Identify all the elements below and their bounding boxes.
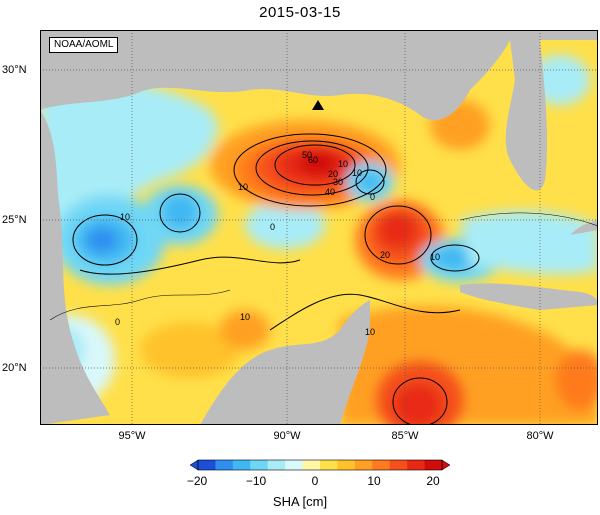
colorbar-swatch (302, 460, 321, 470)
colorbar-high-arrow (441, 459, 451, 471)
colorbar-frame (197, 459, 443, 471)
contour-label: 20 (328, 169, 338, 179)
colorbar-tick: −10 (245, 474, 267, 488)
contour-label: 40 (325, 187, 335, 197)
colorbar-svg (189, 459, 451, 471)
lon-label-95w: 95°W (118, 430, 146, 442)
contour-label: 50 (302, 150, 312, 160)
colorbar-title: SHA [cm] (272, 494, 328, 509)
contour-label: 10 (120, 212, 130, 222)
lon-label-90w: 90°W (273, 430, 301, 442)
colorbar-swatch (198, 460, 216, 470)
colorbar-swatch (407, 460, 426, 470)
thin-contours (49, 212, 598, 321)
triangle-marker (312, 100, 324, 110)
contour-label: 60 (308, 155, 318, 165)
contour-label: 20 (380, 250, 390, 260)
lat-label-25n: 25°N (2, 214, 27, 226)
sha-map: 60 50 40 30 20 10 0 10 10 10 10 20 10 0 … (40, 30, 598, 425)
land (40, 30, 598, 425)
contours (72, 133, 480, 425)
credit-label: NOAA/AOML (49, 37, 119, 53)
colorbar-swatch (389, 460, 408, 470)
colorbar-swatch (372, 460, 391, 470)
sha-field (40, 55, 598, 425)
colorbar-low-arrow (189, 459, 199, 471)
contour-label: 10 (240, 312, 250, 322)
lon-label-85w: 85°W (391, 430, 419, 442)
contour-label: 10 (430, 252, 440, 262)
colorbar-tick: 10 (367, 474, 381, 488)
lat-label-30n: 30°N (2, 64, 27, 76)
colorbar-tick: 0 (311, 474, 319, 488)
contour-label: 10 (238, 182, 248, 192)
colorbar-swatch (215, 460, 234, 470)
contour-label: 0 (370, 192, 375, 202)
colorbar-swatch (250, 460, 269, 470)
gridlines (40, 30, 598, 425)
lon-label-80w: 80°W (526, 430, 554, 442)
contour-value-labels: 60 50 40 30 20 10 0 10 10 10 10 20 10 0 … (115, 150, 440, 337)
contour-label: 10 (352, 168, 362, 178)
contour-label: 0 (115, 317, 120, 327)
colorbar-swatch (354, 460, 373, 470)
map-frame (40, 30, 598, 425)
colorbar-swatch (285, 460, 304, 470)
colorbar-swatch (267, 460, 286, 470)
colorbar-tick: −20 (186, 474, 208, 488)
colorbar-swatch (337, 460, 356, 470)
colorbar-swatch (232, 460, 251, 470)
contour-label: 0 (270, 222, 275, 232)
map-title: 2015-03-15 (259, 4, 341, 21)
contour-label: 10 (365, 327, 375, 337)
colorbar (189, 458, 451, 477)
lat-label-20n: 20°N (2, 362, 27, 374)
colorbar-tick: 20 (426, 474, 440, 488)
colorbar-swatch (320, 460, 338, 470)
contour-label: 30 (333, 177, 343, 187)
colorbar-swatch (424, 460, 443, 470)
contour-label: 10 (338, 159, 348, 169)
